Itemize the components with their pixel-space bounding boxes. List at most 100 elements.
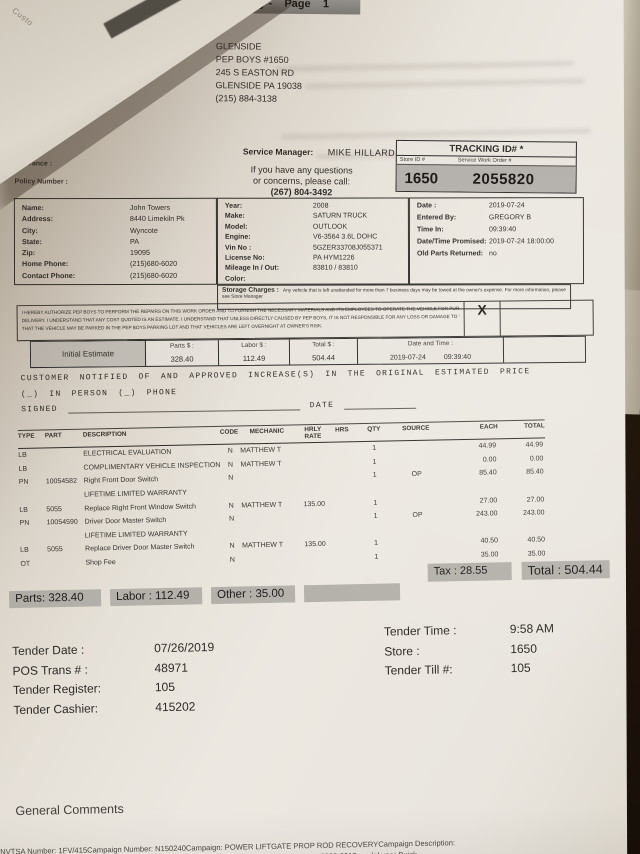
tender-value: 415202	[155, 698, 196, 714]
date-line	[344, 400, 416, 410]
cell-hrly-rate	[296, 555, 334, 569]
cell-hrs	[334, 541, 354, 555]
cell-each: 85.40	[479, 469, 497, 478]
tender-label: Tender Till #:	[384, 662, 453, 678]
cell-type: LB	[18, 465, 28, 473]
cell-hrly-rate	[295, 473, 333, 487]
cell-mechanic	[241, 474, 295, 489]
increase-notice: CUSTOMER NOTIFIED OF AND APPROVED INCREA…	[21, 367, 531, 414]
tender-label: Store :	[384, 643, 420, 659]
tender-label: Tender Cashier:	[13, 700, 99, 717]
general-comments-title: General Comments	[15, 801, 124, 819]
cell-hrs	[332, 445, 352, 459]
cell-mechanic	[242, 528, 296, 543]
fold-corner-text: Custo	[10, 6, 35, 28]
cell-qty: 1	[372, 444, 377, 453]
cell-total: 243.00	[523, 509, 545, 517]
cell-qty	[354, 526, 398, 540]
cell-code: N	[229, 542, 235, 551]
cell-each: 0.00	[482, 456, 497, 464]
col-hrly-rate: HRLY RATE	[304, 425, 322, 440]
cell-code: N	[229, 556, 235, 564]
cell-part: 5055	[47, 546, 63, 554]
cell-each	[438, 524, 500, 539]
cell-qty: 1	[373, 512, 378, 520]
col-part: PART	[44, 432, 62, 440]
cell-total: 40.50	[527, 536, 546, 545]
cell-description: Shop Fee	[85, 558, 116, 567]
col-mechanic: MECHANIC	[249, 427, 285, 436]
grand-total-chip: Total : 504.44	[521, 560, 609, 580]
cell-mechanic	[242, 515, 296, 530]
cell-qty: 1	[374, 553, 379, 561]
tender-value: 105	[154, 679, 176, 695]
cell-source: OP	[411, 471, 422, 479]
cell-part: 10054582	[45, 478, 78, 486]
line-items-table: TYPE PART DESCRIPTION CODE MECHANIC HRLY…	[18, 419, 548, 574]
cell-hrs	[333, 473, 353, 487]
cell-total	[499, 482, 546, 497]
cell-hrly-rate	[295, 514, 333, 528]
cell-type	[19, 492, 46, 506]
cell-total	[500, 523, 547, 538]
cell-type: LB	[20, 547, 29, 555]
cell-mechanic: MATTHEW T	[240, 460, 282, 469]
col-description: DESCRIPTION	[82, 430, 127, 439]
cell-each: 243.00	[476, 510, 498, 518]
cell-code	[221, 488, 241, 502]
cell-hrs	[332, 459, 352, 473]
cell-each: 44.99	[478, 442, 497, 450]
cell-code: N	[228, 515, 235, 523]
cell-hrs	[334, 527, 354, 541]
cell-hrly-rate	[295, 487, 333, 501]
tender-value: 48971	[154, 660, 189, 675]
cell-hrs	[333, 486, 353, 500]
cell-each: 40.50	[480, 537, 499, 546]
cell-mechanic	[241, 487, 295, 502]
signed-label: SIGNED	[21, 404, 58, 415]
cell-hrly-rate: 135.00	[303, 500, 326, 508]
cell-total: 27.00	[526, 495, 545, 504]
cell-source	[397, 485, 437, 499]
cell-hrly-rate: 135.00	[304, 541, 326, 549]
cell-hrs	[333, 513, 353, 527]
cell-type	[20, 533, 47, 547]
cell-source	[398, 525, 438, 539]
cell-code: N	[227, 461, 234, 469]
cell-type: LB	[18, 451, 27, 460]
tender-row: POS Trans # : 48971	[12, 660, 214, 684]
cell-part	[45, 451, 83, 465]
cell-source	[396, 444, 436, 458]
cell-part	[47, 532, 85, 546]
tender-row: Tender Cashier: 415202	[13, 699, 215, 723]
col-code: CODE	[219, 428, 239, 436]
cell-hrs	[334, 554, 354, 568]
cell-hrly-rate	[294, 459, 332, 473]
cell-part	[45, 464, 83, 478]
cell-hrly-rate	[294, 446, 332, 460]
cell-qty: 1	[372, 458, 377, 466]
tender-value: 105	[510, 660, 531, 676]
col-hrs: HRS	[334, 426, 349, 434]
blank-chip	[304, 583, 400, 602]
signature-line	[68, 401, 300, 413]
cell-each: 27.00	[479, 496, 498, 505]
notice-line1: CUSTOMER NOTIFIED OF AND APPROVED INCREA…	[20, 367, 531, 384]
tender-value: 07/26/2019	[154, 640, 215, 656]
cell-qty: 1	[373, 499, 378, 507]
cell-part	[47, 560, 85, 574]
col-total: TOTAL	[523, 422, 545, 430]
tender-value: 9:58 AM	[509, 621, 554, 637]
tender-value: 1650	[510, 641, 538, 656]
tax-chip: Tax : 28.55	[428, 562, 512, 582]
parts-chip: Parts: 328.40	[9, 589, 101, 608]
cell-part: 10054590	[46, 518, 78, 527]
cell-code: N	[228, 502, 234, 510]
cell-part	[46, 492, 84, 506]
tender-row: Tender Till #: 105	[385, 660, 555, 683]
cell-hrs	[333, 500, 353, 514]
date-label: DATE	[309, 400, 335, 411]
col-qty: QTY	[367, 425, 381, 433]
cell-source	[398, 539, 438, 553]
